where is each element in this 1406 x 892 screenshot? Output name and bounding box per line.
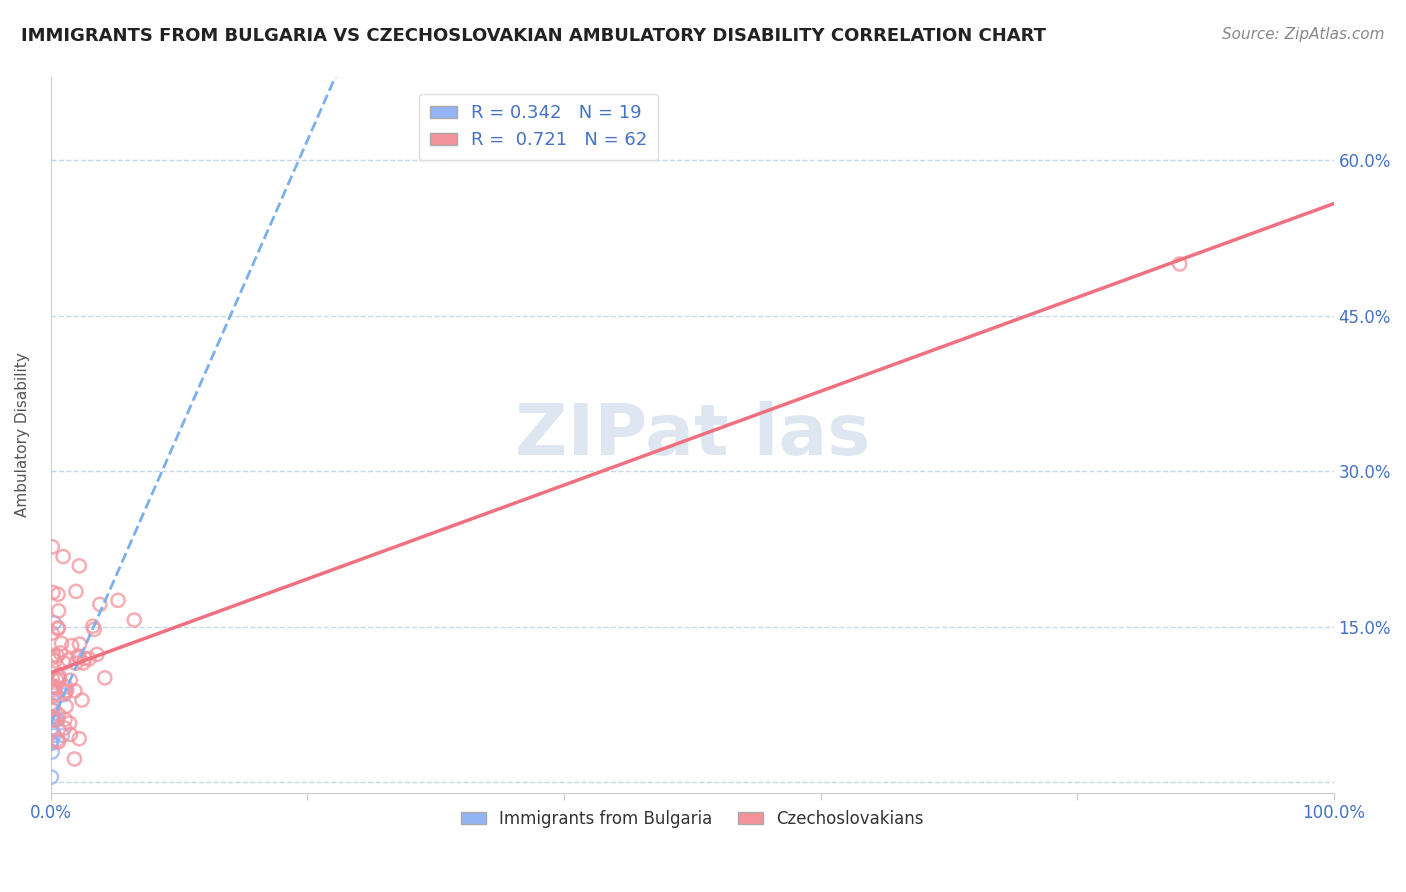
Point [46, 622, 69, 636]
Point [51, 728, 73, 742]
Point [107, 593, 129, 607]
Point [53, 721, 76, 735]
Point [63, 752, 86, 766]
Point [70, 693, 93, 707]
Point [39, 710, 62, 724]
Point [42, 713, 65, 727]
Text: Source: ZipAtlas.com: Source: ZipAtlas.com [1222, 27, 1385, 42]
Point [44, 728, 66, 742]
Point [41, 734, 63, 748]
Point [58, 653, 80, 667]
Point [42, 725, 65, 739]
Point [59, 727, 82, 741]
Point [67, 650, 90, 665]
Point [41, 702, 63, 716]
Point [41, 679, 63, 693]
Point [42, 711, 65, 725]
Point [122, 613, 145, 627]
Point [41, 683, 63, 698]
Point [82, 619, 104, 633]
Point [41, 540, 63, 554]
Legend: Immigrants from Bulgaria, Czechoslovakians: Immigrants from Bulgaria, Czechoslovakia… [454, 803, 931, 834]
Point [46, 713, 69, 727]
Point [48, 673, 70, 687]
Point [44, 615, 66, 630]
Point [48, 735, 70, 749]
Point [49, 646, 72, 660]
Point [1168, 257, 1191, 271]
Point [63, 683, 86, 698]
Point [46, 587, 69, 601]
Y-axis label: Ambulatory Disability: Ambulatory Disability [15, 352, 30, 517]
Point [67, 648, 90, 663]
Point [46, 733, 69, 747]
Text: ZIPat las: ZIPat las [515, 401, 870, 469]
Point [45, 673, 67, 688]
Point [55, 699, 77, 714]
Point [65, 657, 87, 671]
Point [53, 688, 76, 702]
Point [67, 731, 90, 746]
Point [44, 654, 66, 668]
Point [39, 735, 62, 749]
Point [45, 685, 67, 699]
Point [86, 648, 108, 662]
Point [41, 650, 63, 665]
Point [42, 648, 65, 663]
Point [55, 683, 77, 698]
Point [41, 698, 63, 713]
Point [46, 621, 69, 635]
Point [41, 626, 63, 640]
Point [48, 669, 70, 683]
Point [48, 604, 70, 618]
Point [42, 681, 65, 695]
Point [51, 636, 73, 650]
Point [53, 685, 76, 699]
Point [69, 637, 91, 651]
Point [42, 585, 65, 599]
Point [55, 680, 77, 694]
Point [41, 770, 63, 784]
Point [41, 745, 63, 759]
Point [41, 681, 63, 695]
Point [52, 656, 75, 670]
Point [73, 651, 96, 665]
Point [60, 639, 83, 653]
Point [72, 656, 94, 670]
Point [44, 688, 66, 702]
Point [83, 623, 105, 637]
Point [44, 679, 66, 693]
Text: IMMIGRANTS FROM BULGARIA VS CZECHOSLOVAKIAN AMBULATORY DISABILITY CORRELATION CH: IMMIGRANTS FROM BULGARIA VS CZECHOSLOVAK… [21, 27, 1046, 45]
Point [94, 671, 117, 685]
Point [41, 703, 63, 717]
Point [48, 707, 70, 722]
Point [59, 673, 82, 688]
Point [48, 671, 70, 685]
Point [59, 716, 82, 731]
Point [45, 713, 67, 727]
Point [41, 710, 63, 724]
Point [41, 672, 63, 686]
Point [67, 558, 90, 573]
Point [89, 598, 111, 612]
Point [41, 737, 63, 751]
Point [77, 652, 100, 666]
Point [53, 712, 76, 726]
Point [65, 584, 87, 599]
Point [45, 648, 67, 663]
Point [52, 549, 75, 564]
